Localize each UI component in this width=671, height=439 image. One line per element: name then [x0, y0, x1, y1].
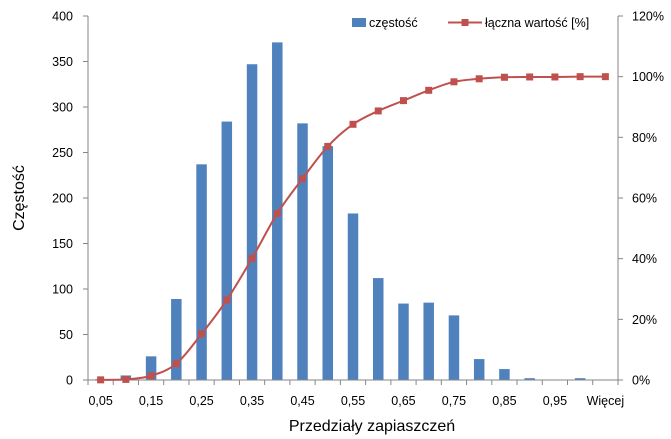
y-tick-label-3: 150 [52, 237, 73, 251]
line-point-6 [248, 254, 256, 262]
line-point-3 [172, 360, 180, 368]
x-tick-label-20: Więcej [587, 394, 625, 408]
bar-9 [322, 146, 334, 380]
bar-17 [524, 378, 535, 380]
axes [83, 15, 623, 385]
y2-tick-label-0: 0% [632, 374, 650, 388]
line-point-2 [147, 372, 155, 380]
bar-2 [145, 356, 157, 380]
line-point-7 [273, 209, 281, 217]
bar-16 [499, 369, 510, 380]
line-point-5 [223, 296, 231, 304]
line-point-16 [500, 73, 508, 81]
line-point-8 [299, 175, 307, 183]
line-point-12 [399, 97, 407, 105]
line-point-1 [122, 375, 130, 383]
legend: częstość łączna wartość [%] [352, 16, 589, 30]
bar-13 [423, 302, 434, 380]
bar-4 [196, 164, 207, 380]
bar-15 [473, 359, 485, 380]
legend-label-bar: częstość [369, 16, 418, 30]
tick-labels: 0 50 100 150 200 250 300 350 400 0% 20% 40% 60% 80% 10… [52, 10, 664, 409]
x-tick-label-18: 0,95 [543, 394, 567, 408]
x-tick-label-16: 0,85 [492, 394, 516, 408]
bar-19 [574, 378, 586, 380]
y-tick-label-8: 400 [52, 10, 73, 24]
x-tick-label-4: 0,25 [189, 394, 213, 408]
x-tick-label-0: 0,05 [88, 394, 112, 408]
line-series [97, 73, 609, 384]
y-axis-title: Częstość [11, 165, 28, 231]
bar-14 [448, 315, 460, 380]
y-tick-label-5: 250 [52, 146, 73, 160]
x-tick-label-2: 0,15 [139, 394, 163, 408]
line-point-13 [425, 86, 433, 94]
legend-label-line: łączna wartość [%] [485, 16, 589, 30]
y2-tick-label-3: 60% [632, 192, 657, 206]
line-point-14 [450, 78, 458, 86]
bar-6 [246, 64, 258, 380]
x-tick-label-6: 0,35 [240, 394, 264, 408]
y2-tick-label-5: 100% [632, 70, 664, 84]
x-tick-label-12: 0,65 [391, 394, 415, 408]
y-tick-label-2: 100 [52, 283, 73, 297]
line-point-15 [475, 75, 483, 83]
y2-tick-label-6: 120% [632, 10, 664, 24]
line-point-11 [374, 107, 382, 115]
y-tick-label-1: 50 [59, 328, 73, 342]
x-tick-label-8: 0,45 [290, 394, 314, 408]
line-point-4 [198, 330, 206, 338]
y-tick-label-7: 350 [52, 55, 73, 69]
bar-12 [398, 303, 409, 380]
x-tick-label-14: 0,75 [442, 394, 466, 408]
line-point-0 [97, 376, 105, 384]
bar-10 [347, 213, 359, 380]
y-tick-label-4: 200 [52, 192, 73, 206]
line-point-17 [526, 73, 534, 81]
legend-swatch-marker [461, 19, 469, 26]
x-tick-label-10: 0,55 [341, 394, 365, 408]
bar-5 [221, 121, 233, 380]
bar-11 [372, 278, 384, 380]
line-point-20 [601, 73, 609, 81]
line-point-18 [551, 73, 559, 81]
bar-series [95, 42, 586, 380]
y-tick-label-0: 0 [66, 374, 73, 388]
bar-3 [171, 299, 182, 380]
line-point-19 [576, 73, 584, 81]
line-point-10 [349, 120, 357, 128]
x-axis-title: Przedziały zapiaszczeń [289, 418, 455, 435]
bar-8 [297, 123, 308, 380]
y2-tick-label-1: 20% [632, 313, 657, 327]
y-tick-label-6: 300 [52, 101, 73, 115]
legend-swatch-bar [352, 18, 366, 27]
y2-tick-label-2: 40% [632, 252, 657, 266]
y2-tick-label-4: 80% [632, 131, 657, 145]
line-point-9 [324, 142, 332, 150]
